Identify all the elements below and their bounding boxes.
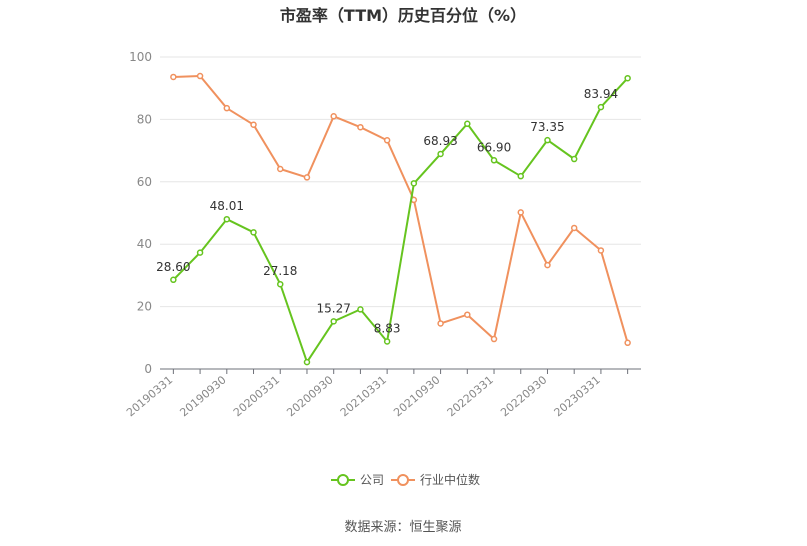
data-point[interactable] xyxy=(277,280,284,288)
data-point[interactable] xyxy=(303,358,311,366)
series-line-0 xyxy=(172,77,629,364)
data-point[interactable] xyxy=(517,172,524,180)
y-tick-label: 20 xyxy=(137,300,152,314)
legend[interactable]: 公司 行业中位数 xyxy=(331,472,480,487)
chart-title: 市盈率（TTM）历史百分位（%） xyxy=(280,6,526,25)
data-point[interactable] xyxy=(303,174,311,181)
data-point[interactable] xyxy=(383,338,391,345)
data-point[interactable] xyxy=(170,276,177,284)
legend-label: 行业中位数 xyxy=(420,472,480,487)
x-tick-label: 20230331 xyxy=(552,373,603,419)
series-line-1 xyxy=(173,75,629,344)
data-point[interactable] xyxy=(597,247,605,254)
data-point[interactable] xyxy=(624,74,631,82)
y-tick-label: 0 xyxy=(144,362,152,376)
legend-marker xyxy=(397,474,409,486)
data-point[interactable] xyxy=(277,165,284,173)
data-label: 66.90 xyxy=(477,140,511,154)
data-point[interactable] xyxy=(357,306,364,313)
data-point[interactable] xyxy=(464,120,471,128)
y-tick-label: 40 xyxy=(137,237,152,251)
x-tick-label: 20190930 xyxy=(177,373,228,419)
series-layer xyxy=(170,72,631,366)
data-point[interactable] xyxy=(223,104,231,112)
legend-label: 公司 xyxy=(360,473,384,487)
data-label: 68.93 xyxy=(423,134,457,148)
y-tick-label: 80 xyxy=(137,112,152,126)
x-tick-label: 20210331 xyxy=(338,373,389,419)
data-point[interactable] xyxy=(196,249,204,256)
data-label: 48.01 xyxy=(210,199,244,213)
grid-layer xyxy=(160,56,641,308)
data-point[interactable] xyxy=(437,320,444,327)
data-point[interactable] xyxy=(357,123,364,131)
x-tick-label: 20210930 xyxy=(391,373,442,419)
data-point[interactable] xyxy=(464,311,471,318)
data-point[interactable] xyxy=(330,318,337,325)
data-point[interactable] xyxy=(570,155,578,163)
data-point[interactable] xyxy=(490,157,498,164)
data-point[interactable] xyxy=(570,224,578,232)
x-tick-label: 20200930 xyxy=(284,373,335,419)
y-tick-label: 60 xyxy=(137,175,152,189)
legend-item-1[interactable]: 行业中位数 xyxy=(391,472,480,487)
data-point[interactable] xyxy=(170,73,177,81)
data-label: 15.27 xyxy=(317,301,351,315)
data-point[interactable] xyxy=(223,215,231,223)
data-label: 83.94 xyxy=(584,87,618,101)
data-point[interactable] xyxy=(196,72,204,80)
x-tick-label: 20200331 xyxy=(231,373,282,419)
data-point[interactable] xyxy=(544,136,551,144)
axis-layer: 0 20 40 60 80 100 20190331 20190930 20200331 2020… xyxy=(124,50,641,419)
data-label: 8.83 xyxy=(374,321,401,335)
data-point[interactable] xyxy=(490,335,498,343)
x-tick-label: 20220930 xyxy=(498,373,549,419)
data-point[interactable] xyxy=(437,150,444,158)
source-note: 数据来源：恒生聚源 xyxy=(344,520,461,535)
data-point[interactable] xyxy=(250,229,257,236)
data-label: 27.18 xyxy=(263,264,297,278)
data-label: 73.35 xyxy=(530,120,564,134)
x-tick-label: 20220331 xyxy=(445,373,496,419)
data-point[interactable] xyxy=(597,103,605,111)
label-layer: 28.60 48.01 27.18 15.27 8.83 68.93 66.90 73.35 8… xyxy=(156,87,618,335)
data-point[interactable] xyxy=(517,209,524,216)
data-point[interactable] xyxy=(624,339,631,347)
legend-marker xyxy=(337,474,349,486)
data-point[interactable] xyxy=(544,261,551,269)
legend-item-0[interactable]: 公司 xyxy=(331,473,384,487)
data-point[interactable] xyxy=(250,121,257,128)
data-point[interactable] xyxy=(410,180,418,187)
data-point[interactable] xyxy=(383,137,391,144)
data-label: 28.60 xyxy=(156,260,190,274)
data-point[interactable] xyxy=(330,113,337,120)
y-tick-label: 100 xyxy=(129,50,152,64)
x-tick-label: 20190331 xyxy=(124,373,175,419)
